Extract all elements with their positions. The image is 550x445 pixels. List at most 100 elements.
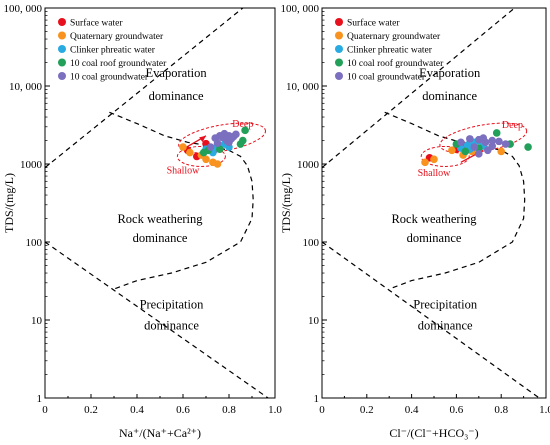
data-point-4	[220, 129, 229, 138]
legend-marker	[58, 45, 66, 53]
deep-ellipse	[439, 122, 528, 154]
boundary-inner-curve	[109, 111, 254, 290]
data-point-1	[213, 160, 222, 168]
legend-label: Surface water	[347, 18, 400, 29]
panel-right: 0 0.2 0.4 0.6 0.8 1.0 1 10 100 1000 10, 000 100, 00…	[279, 3, 550, 440]
data-point-4	[470, 143, 479, 151]
x-tick-label: 0.4	[130, 404, 144, 416]
x-tick-label: 0.8	[494, 404, 508, 416]
legend-marker	[58, 72, 66, 80]
legend-marker	[335, 45, 343, 53]
x-tick-label: 0	[319, 404, 325, 416]
legend-label: 10 coal roof groundwater	[70, 58, 167, 69]
x-axis-label: Na⁺/(Na⁺+Ca²⁺)	[119, 426, 201, 440]
data-point-4	[479, 134, 488, 142]
legend-label: Quaternary groundwater	[347, 32, 441, 42]
data-point-1	[448, 146, 456, 155]
y-tick-label: 10	[308, 315, 320, 327]
deep-ellipse	[178, 122, 266, 154]
legend-marker	[335, 58, 343, 67]
legend-label: 10 coal groundwater	[347, 73, 426, 83]
y-tick-label: 10, 000	[286, 81, 320, 93]
x-tick-label: 0.6	[450, 404, 464, 416]
legend-marker	[335, 72, 343, 80]
y-tick-label: 1000	[20, 159, 43, 171]
legend-label: 10 coal groundwater	[70, 73, 149, 83]
y-tick-label: 1	[314, 393, 320, 405]
data-point-1	[430, 155, 438, 164]
data-point-4	[495, 137, 503, 146]
region-label: dominance	[407, 231, 462, 245]
x-tick-label: 0.8	[222, 404, 236, 416]
y-tick-label: 10, 000	[9, 81, 43, 93]
legend-marker	[335, 31, 343, 40]
shallow-ellipse	[420, 145, 470, 167]
x-axis-label: Cl⁻/(Cl⁻+HCO₃⁻)	[389, 426, 478, 440]
shallow-ellipse	[176, 145, 226, 167]
x-tick-label: 1.0	[539, 404, 550, 416]
region-label: Rock weathering	[117, 212, 203, 226]
data-point-1	[497, 147, 506, 156]
trend-arrowhead	[199, 135, 206, 143]
region-label: dominance	[144, 319, 199, 333]
legend-marker	[335, 18, 343, 26]
data-point-3	[241, 126, 249, 135]
panel-left: 0 0.2 0.4 0.6 0.8 1.0 1 10 100 1000 10, 000 100, 00…	[2, 3, 282, 440]
data-point-4	[457, 138, 465, 147]
region-label: Evaporation	[146, 66, 208, 80]
data-point-1	[421, 158, 429, 167]
region-label: Precipitation	[140, 298, 205, 312]
x-tick-label: 0.2	[84, 404, 98, 416]
data-point-1	[179, 143, 187, 151]
x-tick-label: 0.2	[360, 404, 374, 416]
boundary-lower-line	[44, 241, 269, 399]
data-point-3	[492, 129, 501, 137]
x-tick-label: 0	[42, 404, 48, 416]
deep-label: Deep	[502, 120, 523, 131]
data-point-4	[488, 136, 497, 145]
y-axis-label: TDS/(mg/L)	[279, 173, 293, 233]
legend-marker	[58, 31, 66, 40]
data-point-3	[461, 147, 470, 156]
y-tick-label: 100, 000	[4, 3, 43, 15]
legend-label: Clinker phreatic water	[347, 46, 433, 56]
boundary-upper-line	[321, 7, 515, 169]
legend-label: Clinker phreatic water	[70, 46, 156, 56]
y-tick-label: 10	[31, 315, 43, 327]
x-tick-label: 0.4	[405, 404, 419, 416]
region-label: Rock weathering	[391, 212, 477, 226]
data-point-3	[239, 136, 247, 145]
boundary-upper-line	[44, 7, 244, 169]
data-point-1	[186, 148, 194, 157]
y-tick-label: 1	[37, 393, 43, 405]
data-point-3	[524, 143, 532, 151]
shallow-label: Shallow	[418, 168, 452, 179]
region-label: dominance	[422, 89, 477, 103]
region-label: dominance	[133, 231, 188, 245]
legend-label: Surface water	[70, 18, 123, 29]
legend-label: 10 coal roof groundwater	[347, 58, 444, 69]
y-tick-label: 100	[26, 237, 43, 249]
data-point-4	[501, 140, 510, 148]
x-tick-label: 0.6	[176, 404, 190, 416]
data-point-4	[466, 135, 474, 143]
legend-label: Quaternary groundwater	[70, 32, 164, 42]
boundary-inner-curve	[384, 111, 526, 290]
legend-marker	[58, 18, 66, 26]
data-point-4	[475, 150, 483, 158]
x-tick-label: 1.0	[268, 404, 282, 416]
region-label: dominance	[149, 89, 204, 103]
data-point-4	[227, 135, 236, 143]
region-label: Evaporation	[419, 66, 481, 80]
y-axis-label: TDS/(mg/L)	[2, 173, 16, 233]
data-point-4	[206, 143, 215, 151]
region-label: dominance	[418, 319, 473, 333]
data-point-4	[213, 139, 222, 147]
data-point-3	[216, 145, 224, 153]
shallow-label: Shallow	[167, 166, 201, 177]
data-point-4	[483, 146, 492, 155]
deep-label: Deep	[232, 119, 253, 130]
y-tick-label: 100	[303, 237, 320, 249]
legend-marker	[58, 58, 66, 67]
